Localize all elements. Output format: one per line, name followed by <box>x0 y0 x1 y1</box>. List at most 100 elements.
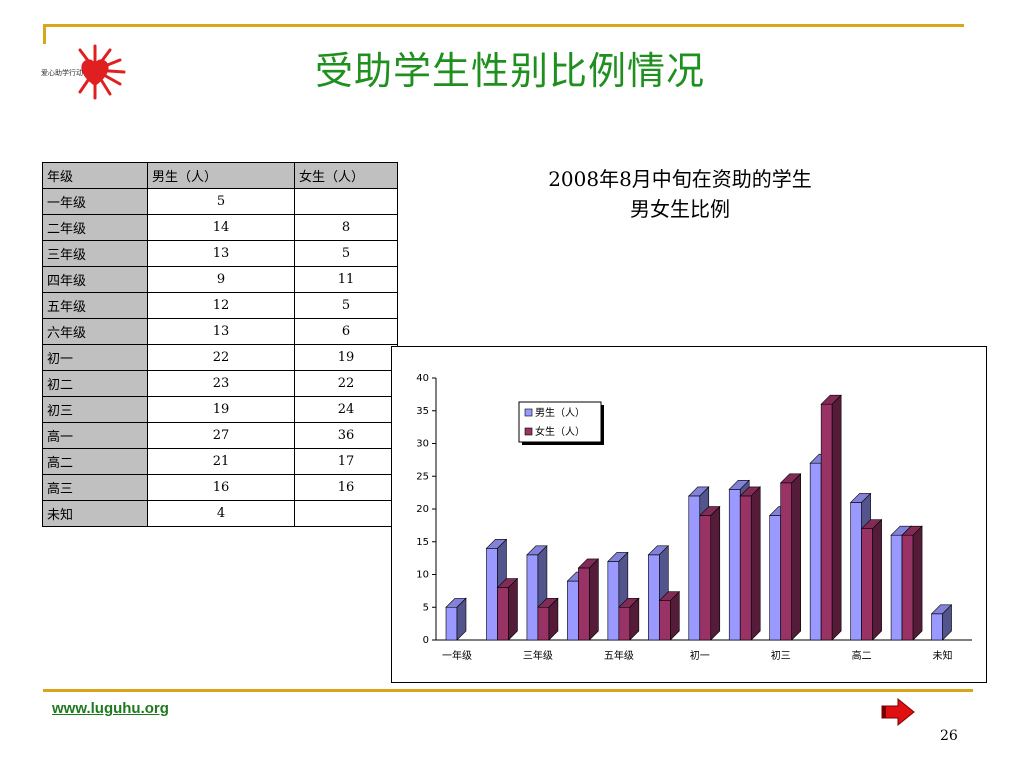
male-count-cell: 13 <box>147 240 295 267</box>
bar-front <box>699 515 712 641</box>
table-row: 初二 23 22 <box>42 370 398 397</box>
bar-front <box>688 495 701 641</box>
bar-front <box>537 606 550 641</box>
bar-front <box>769 515 781 641</box>
x-tick-label: 初三 <box>771 649 791 662</box>
y-tick-label: 5 <box>423 602 429 613</box>
female-bar <box>496 577 519 641</box>
bar-front <box>931 613 943 641</box>
bar-front <box>567 580 579 641</box>
bar-front <box>526 554 539 641</box>
male-count-cell: 14 <box>147 214 295 241</box>
bar-front <box>486 548 498 641</box>
y-tick-label: 0 <box>423 635 429 646</box>
data-table: 年级 男生（人） 女生（人） 一年级 5 二年级 14 8 三年级 13 5 四年级 9 11 五年级 12 5… <box>42 162 398 527</box>
table-row: 三年级 13 5 <box>42 240 398 267</box>
male-count-cell: 9 <box>147 266 295 293</box>
table-row: 初三 19 24 <box>42 396 398 423</box>
bar-side <box>791 473 801 641</box>
female-count-cell: 17 <box>294 448 398 475</box>
page-number: 26 <box>940 728 958 744</box>
x-tick-label: 三年级 <box>523 649 553 662</box>
grade-cell: 五年级 <box>42 292 148 319</box>
bar-front <box>780 482 792 641</box>
male-count-cell: 4 <box>147 500 295 527</box>
sun-heart-logo: 爱心助学行动 <box>40 44 126 100</box>
y-tick-label: 20 <box>416 504 429 515</box>
table-row: 六年级 13 6 <box>42 318 398 345</box>
female-bar <box>658 590 681 641</box>
y-tick-label: 35 <box>416 406 429 417</box>
female-count-cell: 11 <box>294 266 398 293</box>
male-bar <box>445 597 467 641</box>
male-count-cell: 19 <box>147 396 295 423</box>
female-count-cell: 24 <box>294 396 398 423</box>
grade-cell: 高二 <box>42 448 148 475</box>
top-rule-corner <box>43 24 46 44</box>
chart-title: 2008年8月中旬在资助的学生 男女生比例 <box>470 164 890 224</box>
bar-side <box>456 597 467 641</box>
bar-front <box>890 534 903 641</box>
bar-front <box>739 495 752 641</box>
chart-title-line2: 男女生比例 <box>630 197 730 221</box>
bar-side <box>710 505 721 641</box>
bar-side <box>548 597 559 641</box>
chart-title-line1: 2008年8月中旬在资助的学生 <box>548 167 812 191</box>
bar-side <box>750 486 761 641</box>
table-row: 高三 16 16 <box>42 474 398 501</box>
female-count-cell: 36 <box>294 422 398 449</box>
bar-side <box>629 597 640 641</box>
table-row: 四年级 9 11 <box>42 266 398 293</box>
y-tick-label: 30 <box>416 439 429 450</box>
bar-front <box>728 489 741 641</box>
female-count-cell: 8 <box>294 214 398 241</box>
next-arrow-icon[interactable] <box>880 697 918 727</box>
grade-cell: 未知 <box>42 500 148 527</box>
female-count-cell: 5 <box>294 240 398 267</box>
table-row: 高一 27 36 <box>42 422 398 449</box>
grade-cell: 初二 <box>42 370 148 397</box>
x-tick-label: 五年级 <box>604 649 634 662</box>
female-bar <box>860 518 883 641</box>
bar-front <box>445 606 458 641</box>
table-row: 一年级 5 <box>42 188 398 215</box>
male-count-cell: 5 <box>147 188 295 215</box>
bar-side <box>831 394 842 641</box>
bar-side <box>942 604 952 641</box>
y-tick-label: 15 <box>416 537 429 548</box>
site-link[interactable]: www.luguhu.org <box>52 700 169 717</box>
male-bar <box>930 604 953 641</box>
female-bar <box>618 597 640 641</box>
x-tick-label: 一年级 <box>442 649 472 662</box>
female-count-cell: 6 <box>294 318 398 345</box>
grade-cell: 四年级 <box>42 266 148 293</box>
grade-cell: 三年级 <box>42 240 148 267</box>
legend-box <box>518 401 602 443</box>
table-row: 五年级 12 5 <box>42 292 398 319</box>
bar-front <box>618 606 631 641</box>
y-tick-label: 40 <box>416 373 429 384</box>
female-count-cell: 22 <box>294 370 398 397</box>
grade-cell: 高一 <box>42 422 148 449</box>
bottom-rule <box>43 689 973 692</box>
x-tick-label: 高二 <box>852 649 872 662</box>
logo-text: 爱心助学行动 <box>41 68 83 77</box>
bar-front <box>607 561 620 641</box>
male-count-cell: 13 <box>147 318 295 345</box>
table-row: 初一 22 19 <box>42 344 398 371</box>
female-bar <box>739 486 761 641</box>
top-rule <box>43 24 964 27</box>
bar-side <box>589 558 599 641</box>
female-bar <box>699 505 721 641</box>
female-count-cell <box>294 188 398 215</box>
male-count-cell: 22 <box>147 344 295 371</box>
bar-front <box>578 567 590 641</box>
male-count-cell: 16 <box>147 474 295 501</box>
bar-front <box>850 502 862 641</box>
table-header-cell: 男生（人） <box>147 162 295 189</box>
bar-front <box>901 534 914 641</box>
y-tick-label: 10 <box>416 570 429 581</box>
legend-label: 男生（人） <box>535 406 585 419</box>
female-count-cell: 19 <box>294 344 398 371</box>
legend-swatch <box>524 408 533 417</box>
